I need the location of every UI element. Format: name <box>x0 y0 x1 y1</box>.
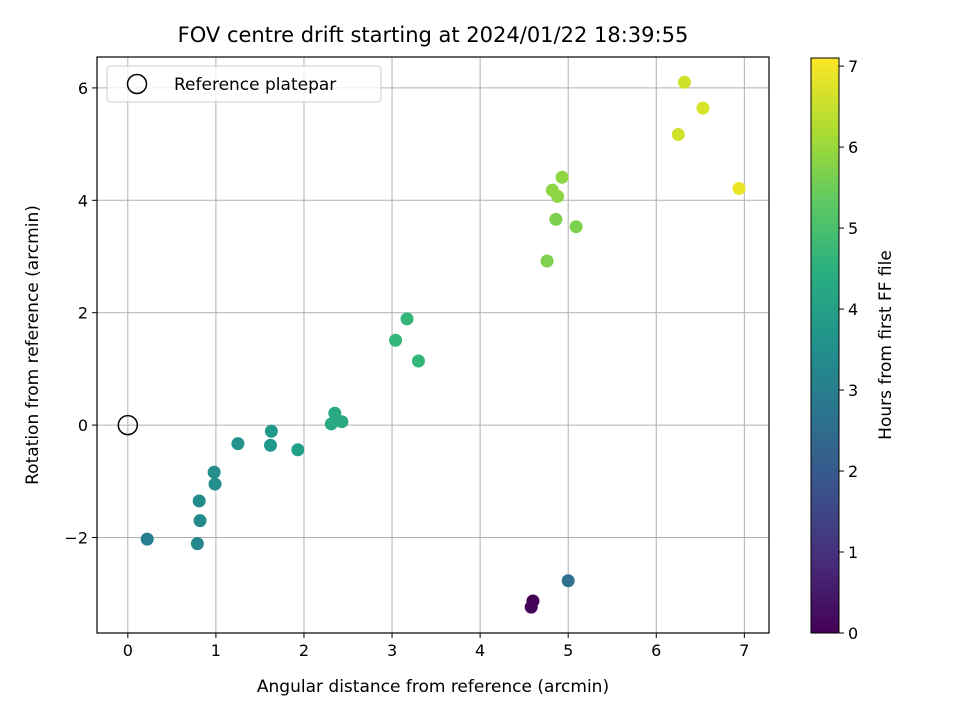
legend-marker-icon <box>126 73 148 95</box>
y-tick-label: 4 <box>78 191 88 210</box>
x-tick-label: 3 <box>387 641 397 660</box>
x-tick-label: 5 <box>563 641 573 660</box>
colorbar-tick-label: 5 <box>848 219 858 238</box>
colorbar-tick-label: 4 <box>848 300 858 319</box>
reference-marker <box>117 414 139 436</box>
data-point <box>561 574 575 588</box>
y-axis-label: Rotation from reference (arcmin) <box>23 205 43 485</box>
data-point <box>411 354 425 368</box>
y-axis: −2 0 2 4 6 <box>64 79 97 547</box>
data-point <box>335 415 349 429</box>
data-point <box>400 312 414 326</box>
colorbar-tick-label: 3 <box>848 381 858 400</box>
chart-title: FOV centre drift starting at 2024/01/22 … <box>178 23 689 47</box>
grid <box>97 57 769 633</box>
data-point <box>291 443 305 457</box>
data-point <box>264 438 278 452</box>
colorbar-tick-label: 0 <box>848 624 858 643</box>
legend-label: Reference platepar <box>174 75 336 95</box>
x-tick-label: 0 <box>123 641 133 660</box>
data-point <box>540 254 554 268</box>
data-point <box>192 494 206 508</box>
data-point <box>524 600 538 614</box>
x-tick-label: 7 <box>739 641 749 660</box>
data-point <box>190 537 204 551</box>
data-point <box>569 220 583 234</box>
data-point <box>549 212 563 226</box>
data-point <box>389 333 403 347</box>
colorbar-tick-label: 1 <box>848 543 858 562</box>
y-tick-label: 0 <box>78 416 88 435</box>
colorbar: 0 1 2 3 4 5 6 7 Hours from first FF file <box>810 57 896 643</box>
colorbar-gradient <box>810 57 840 634</box>
data-point <box>140 532 154 546</box>
data-point <box>207 465 221 479</box>
x-tick-label: 4 <box>475 641 485 660</box>
y-tick-label: −2 <box>64 528 88 547</box>
legend: Reference platepar <box>106 65 382 103</box>
data-point <box>208 477 222 491</box>
x-tick-label: 2 <box>299 641 309 660</box>
y-tick-label: 6 <box>78 79 88 98</box>
data-point <box>264 424 278 438</box>
colorbar-ticks: 0 1 2 3 4 5 6 7 <box>839 57 858 643</box>
colorbar-tick-label: 7 <box>848 57 858 76</box>
data-point <box>671 128 685 142</box>
data-point <box>324 417 338 431</box>
x-axis: 0 1 2 3 4 5 6 7 <box>123 633 749 660</box>
data-point <box>732 181 746 195</box>
data-point <box>696 101 710 115</box>
data-point <box>193 514 207 528</box>
y-tick-label: 2 <box>78 304 88 323</box>
data-point <box>545 183 559 197</box>
x-tick-label: 1 <box>211 641 221 660</box>
x-axis-label: Angular distance from reference (arcmin) <box>257 677 609 697</box>
colorbar-tick-label: 2 <box>848 462 858 481</box>
data-points <box>117 75 746 614</box>
colorbar-tick-label: 6 <box>848 138 858 157</box>
plot-frame <box>96 56 770 634</box>
data-point <box>231 437 245 451</box>
legend-box <box>106 65 382 103</box>
x-tick-label: 6 <box>651 641 661 660</box>
data-point <box>555 170 569 184</box>
colorbar-label: Hours from first FF file <box>876 250 896 440</box>
data-point <box>677 75 691 89</box>
